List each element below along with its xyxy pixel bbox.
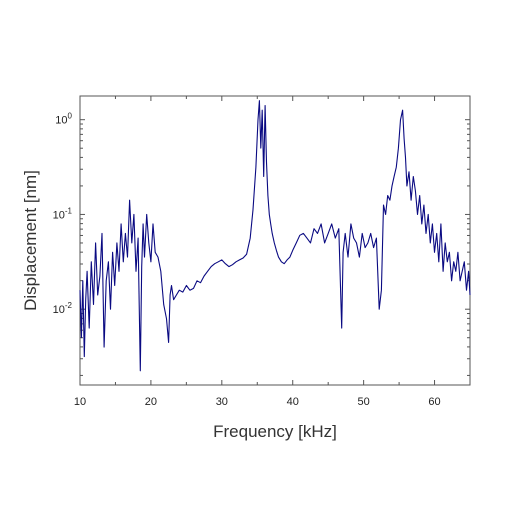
x-tick-label: 20 [145, 396, 157, 408]
y-axis-label: Displacement [nm] [21, 170, 40, 311]
series-line [79, 100, 471, 372]
x-tick-labels-group: 10 20 30 40 50 60 [74, 396, 441, 408]
y-tick-label: 100 [55, 112, 72, 127]
y-tick-labels-group: 100 10-1 10-2 [53, 112, 73, 317]
plot-frame-group [79, 95, 471, 386]
plot-frame [79, 95, 471, 386]
x-tick-label: 30 [216, 396, 228, 408]
x-tick-label: 60 [428, 396, 440, 408]
y-tick-label: 10-2 [53, 301, 73, 316]
x-tick-label: 10 [74, 396, 86, 408]
y-tick-label: 10-1 [53, 206, 73, 221]
x-tick-label: 40 [287, 396, 299, 408]
x-axis-label: Frequency [kHz] [213, 422, 337, 441]
x-tick-label: 50 [358, 396, 370, 408]
series-group [79, 100, 471, 372]
